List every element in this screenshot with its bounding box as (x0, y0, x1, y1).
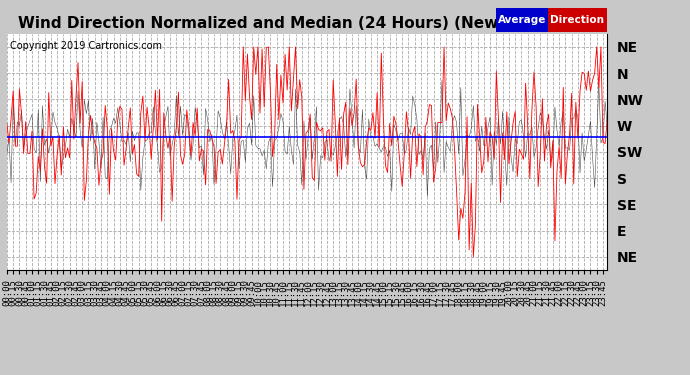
Text: Direction: Direction (550, 15, 604, 25)
Text: Copyright 2019 Cartronics.com: Copyright 2019 Cartronics.com (10, 41, 162, 51)
Title: Wind Direction Normalized and Median (24 Hours) (New) 20191006: Wind Direction Normalized and Median (24… (19, 16, 595, 31)
Text: Average: Average (497, 15, 546, 25)
